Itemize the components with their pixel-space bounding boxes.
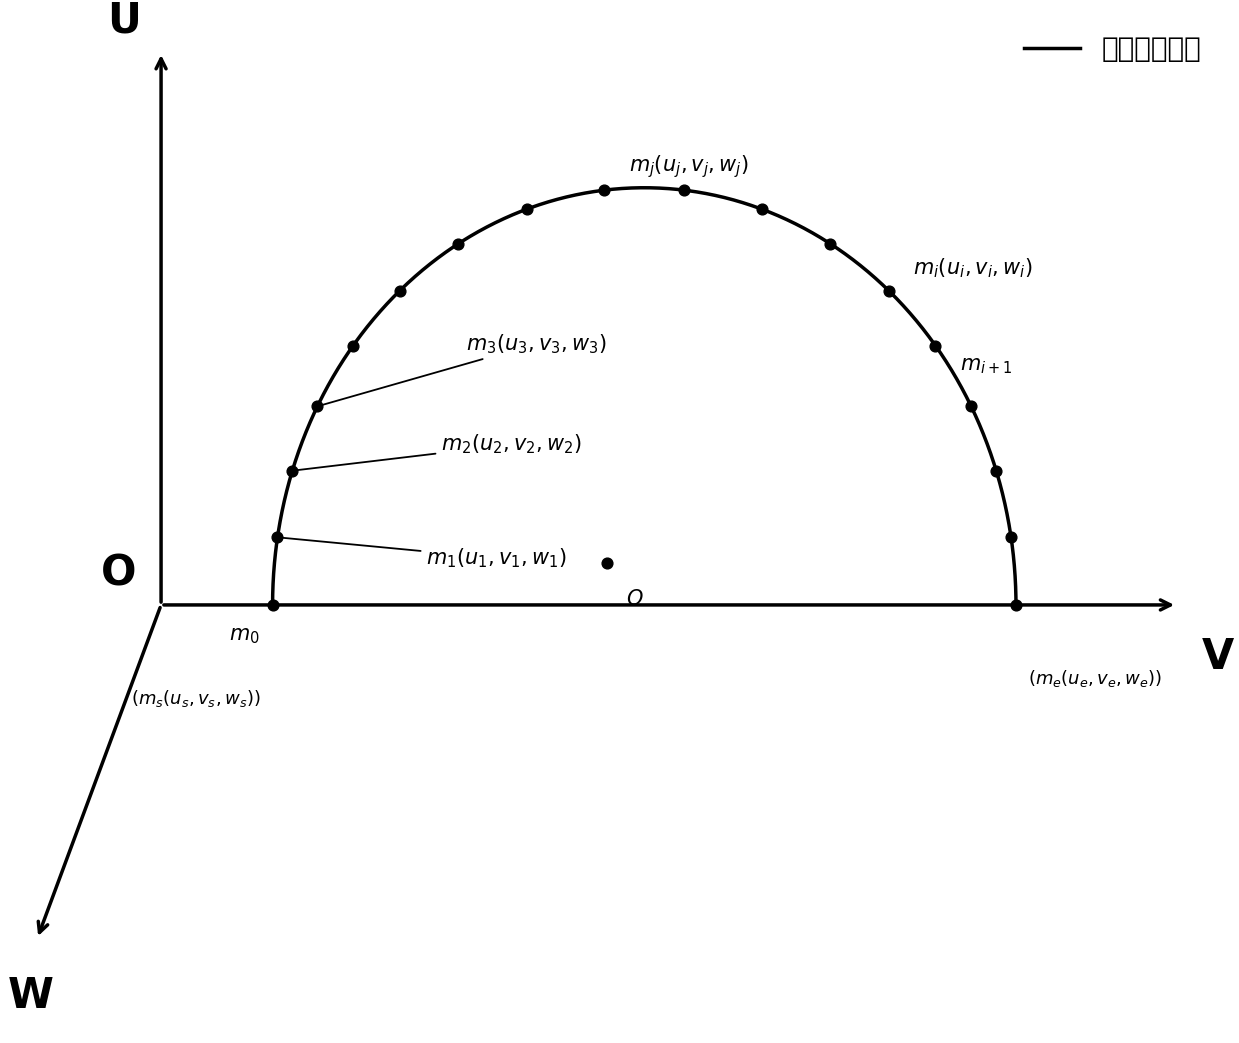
Point [961,398,981,415]
Text: $m_j(u_j,v_j,w_j)$: $m_j(u_j,v_j,w_j)$ [629,153,748,179]
Text: V: V [1202,636,1234,678]
Point [268,529,287,545]
Text: U: U [107,0,141,42]
Point [926,337,945,354]
Text: $(m_e(u_e,v_e,w_e))$: $(m_e(u_e,v_e,w_e))$ [1028,668,1162,688]
Text: $m_{i+1}$: $m_{i+1}$ [960,356,1012,377]
Text: W: W [7,975,55,1017]
Point [282,462,302,479]
Point [449,236,468,252]
Point [343,337,363,354]
Text: $m_2(u_2,v_2,w_2)$: $m_2(u_2,v_2,w_2)$ [295,433,581,470]
Point [307,398,327,415]
Point [986,462,1006,479]
Point [597,555,617,572]
Point [263,597,282,613]
Text: $(m_s(u_s,v_s,w_s))$: $(m_s(u_s,v_s,w_s))$ [130,688,260,709]
Point [595,181,615,198]
Text: $m_3(u_3,v_3,w_3)$: $m_3(u_3,v_3,w_3)$ [320,332,607,406]
Point [390,283,410,299]
Point [820,236,840,252]
Legend: 正畸弓丝曲线: 正畸弓丝曲线 [1014,24,1213,74]
Point [1006,597,1026,613]
Text: $m_i(u_i,v_i,w_i)$: $m_i(u_i,v_i,w_i)$ [913,257,1033,281]
Text: O: O [626,589,642,609]
Point [878,283,898,299]
Point [674,181,694,198]
Text: $m_1(u_1,v_1,w_1)$: $m_1(u_1,v_1,w_1)$ [280,537,566,569]
Text: $m_0$: $m_0$ [229,626,260,646]
Point [1001,529,1021,545]
Point [752,200,772,217]
Point [517,200,536,217]
Text: O: O [100,553,136,595]
